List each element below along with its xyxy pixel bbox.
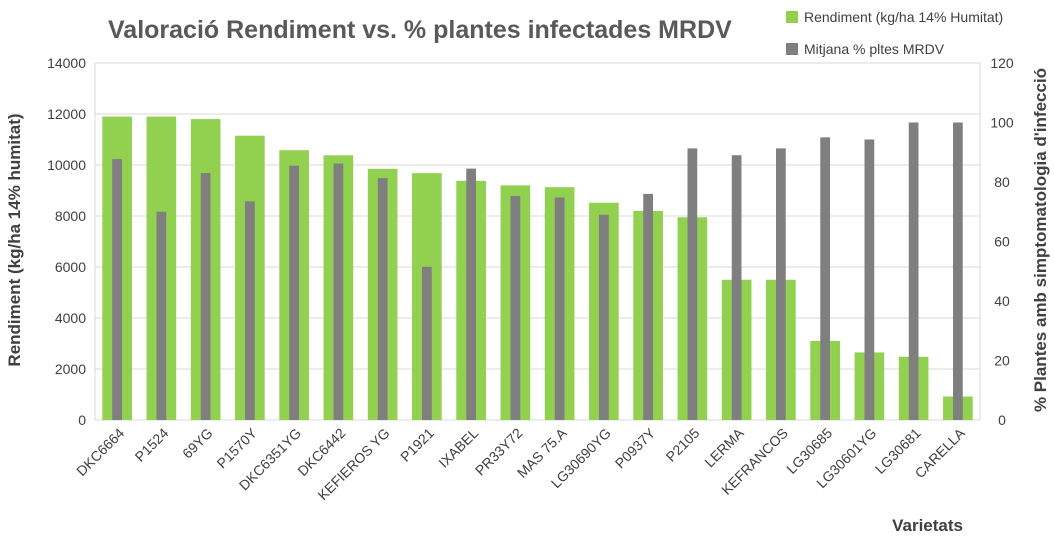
- y-tick-label: 2000: [55, 361, 86, 377]
- y2-tick-label: 0: [998, 412, 1006, 428]
- y-tick-label: 8000: [55, 208, 86, 224]
- y-tick-label: 12000: [47, 106, 86, 122]
- bar-mrdv: [466, 168, 476, 420]
- bar-mrdv: [864, 139, 875, 420]
- bar-mrdv: [908, 122, 919, 420]
- x-axis-ticks: DKC6664 P1524 69YGP1570YDKC6351YGDKC6442KE…: [73, 424, 968, 503]
- bar-mrdv: [510, 195, 521, 420]
- bar-mrdv: [599, 214, 609, 420]
- mrdv-bars: [112, 122, 963, 420]
- bar-mrdv: [422, 266, 432, 420]
- y-tick-label: 0: [78, 412, 86, 428]
- x-tick-label: P2105: [663, 425, 703, 465]
- x-tick-label: 69YG: [179, 425, 216, 462]
- bar-mrdv: [554, 197, 565, 420]
- x-tick-label: P1524: [132, 425, 172, 465]
- legend-label-mrdv: Mitjana % pltes MRDV: [804, 41, 945, 57]
- y2-axis-ticks: 0 20 40 60 80 100 120: [990, 55, 1014, 428]
- y2-tick-label: 100: [990, 115, 1014, 131]
- bar-mrdv: [731, 155, 742, 420]
- gridlines: [94, 62, 981, 421]
- bar-mrdv: [333, 163, 344, 420]
- legend: Rendiment (kg/ha 14% Humitat) Mitjana % …: [786, 9, 1003, 57]
- bar-mrdv: [643, 193, 653, 420]
- bar-mrdv: [953, 122, 963, 420]
- rendiment-bars: [102, 116, 973, 421]
- bar-mrdv: [156, 211, 167, 420]
- x-axis-label: Varietats: [892, 516, 963, 535]
- chart-title: Valoració Rendiment vs. % plantes infect…: [108, 16, 732, 44]
- y-axis-label: Rendiment (kg/ha 14% humitat): [5, 113, 24, 366]
- legend-label-rendiment: Rendiment (kg/ha 14% Humitat): [804, 9, 1003, 25]
- bar-mrdv: [200, 173, 211, 420]
- x-tick-label: DKC6664: [73, 425, 127, 479]
- legend-swatch-mrdv: [786, 43, 798, 55]
- bar-mrdv: [820, 137, 830, 420]
- y-tick-label: 6000: [55, 259, 86, 275]
- y-tick-label: 10000: [47, 157, 86, 173]
- bar-mrdv: [289, 165, 299, 420]
- bar-mrdv: [245, 201, 255, 420]
- x-tick-label: P0937Y: [612, 424, 659, 471]
- y-axis-ticks: 0 2000 4000 6000 8000 10000 12000 14000: [47, 55, 86, 428]
- y2-tick-label: 80: [994, 174, 1010, 190]
- y2-tick-label: 60: [994, 234, 1010, 250]
- bar-mrdv: [112, 159, 122, 420]
- y2-tick-label: 20: [994, 353, 1010, 369]
- y-tick-label: 14000: [47, 55, 86, 71]
- legend-swatch-rendiment: [786, 11, 798, 23]
- y-tick-label: 4000: [55, 310, 86, 326]
- bar-mrdv: [377, 178, 388, 420]
- y2-tick-label: 40: [994, 293, 1010, 309]
- x-tick-label: P1921: [397, 425, 437, 465]
- bar-mrdv: [776, 148, 786, 420]
- y2-axis-label: % Plantes amb simptomatologia d'infecció: [1031, 68, 1050, 412]
- bar-mrdv: [687, 148, 698, 420]
- y2-tick-label: 120: [990, 55, 1014, 71]
